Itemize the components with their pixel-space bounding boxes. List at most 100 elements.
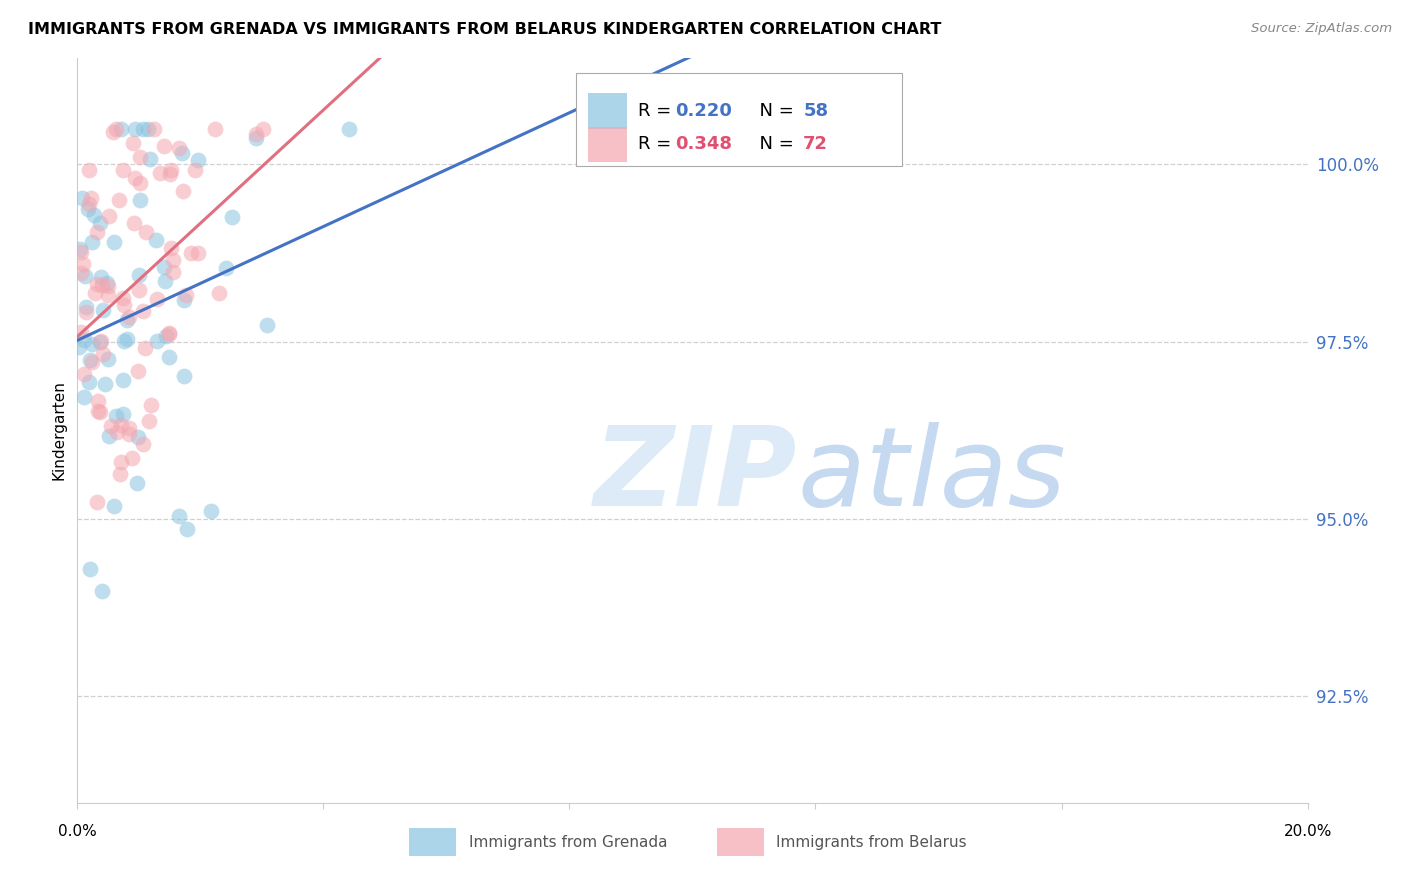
Point <box>127 429 149 443</box>
Point <box>167 141 190 155</box>
Point <box>132 437 155 451</box>
Point <box>129 193 152 207</box>
Text: 0.348: 0.348 <box>675 136 733 153</box>
Point <box>111 291 134 305</box>
Point <box>127 364 149 378</box>
Point <box>170 146 193 161</box>
Point <box>101 125 124 139</box>
Text: 0.0%: 0.0% <box>58 824 97 839</box>
Point <box>79 353 101 368</box>
Point <box>160 241 183 255</box>
Point <box>98 209 121 223</box>
Point <box>97 288 120 302</box>
Point <box>100 419 122 434</box>
Point <box>86 225 108 239</box>
Point <box>83 208 105 222</box>
Point <box>105 409 128 423</box>
Text: atlas: atlas <box>797 422 1066 529</box>
Point <box>149 166 172 180</box>
Point <box>89 405 111 419</box>
Point <box>173 293 195 307</box>
Point <box>124 122 146 136</box>
Point <box>103 500 125 514</box>
Point <box>111 163 134 178</box>
Text: ZIP: ZIP <box>595 422 797 529</box>
Point <box>172 185 194 199</box>
Text: N =: N = <box>748 102 800 120</box>
Point <box>129 176 152 190</box>
Point <box>245 131 267 145</box>
Point <box>79 190 101 204</box>
Point <box>139 397 162 411</box>
Point <box>89 216 111 230</box>
Point <box>73 268 96 283</box>
Point <box>75 300 97 314</box>
Point <box>128 283 150 297</box>
Point <box>72 257 94 271</box>
Point <box>245 127 267 141</box>
Point <box>221 210 243 224</box>
Point <box>159 167 181 181</box>
Point <box>136 122 159 136</box>
Point <box>111 373 134 387</box>
Point <box>73 367 96 381</box>
Point <box>145 233 167 247</box>
Point <box>90 334 112 349</box>
Point <box>82 337 104 351</box>
Bar <box>717 828 763 856</box>
Bar <box>588 127 627 162</box>
Text: 58: 58 <box>803 102 828 120</box>
Point <box>121 451 143 466</box>
Point <box>146 334 169 349</box>
Point <box>79 197 101 211</box>
Point <box>124 171 146 186</box>
Point <box>187 246 209 260</box>
Point <box>110 467 132 482</box>
Point <box>94 376 117 391</box>
Point <box>73 334 96 348</box>
Point <box>122 136 145 150</box>
Point <box>98 429 121 443</box>
Point <box>145 293 167 307</box>
Point <box>111 407 134 421</box>
Point <box>77 162 100 177</box>
Text: N =: N = <box>748 136 800 153</box>
Point <box>91 277 114 292</box>
Bar <box>409 828 457 856</box>
Point <box>155 329 177 343</box>
Point <box>87 403 110 417</box>
Point <box>118 310 141 324</box>
Point <box>105 122 128 136</box>
Point <box>79 562 101 576</box>
Text: R =: R = <box>638 102 678 120</box>
Text: IMMIGRANTS FROM GRENADA VS IMMIGRANTS FROM BELARUS KINDERGARTEN CORRELATION CHAR: IMMIGRANTS FROM GRENADA VS IMMIGRANTS FR… <box>28 22 942 37</box>
Point <box>138 153 160 167</box>
Point <box>97 279 120 293</box>
Point <box>108 194 131 208</box>
Point <box>91 303 114 318</box>
Point <box>215 261 238 276</box>
Point <box>77 202 100 217</box>
Point <box>187 153 209 168</box>
Point <box>75 305 97 319</box>
Point <box>69 245 91 260</box>
Point <box>337 122 360 136</box>
Point <box>70 325 93 339</box>
Point <box>73 390 96 404</box>
Point <box>153 138 176 153</box>
Point <box>105 425 128 439</box>
Text: 72: 72 <box>803 136 828 153</box>
Text: R =: R = <box>638 136 678 153</box>
Point <box>153 274 176 288</box>
Point <box>110 455 132 469</box>
Point <box>110 418 132 433</box>
Point <box>157 350 180 364</box>
Point <box>110 122 132 136</box>
Point <box>117 312 139 326</box>
Point <box>184 162 207 177</box>
Point <box>157 326 180 341</box>
Point <box>157 327 180 342</box>
Point <box>91 583 114 598</box>
Point <box>122 216 145 230</box>
Point <box>173 369 195 384</box>
